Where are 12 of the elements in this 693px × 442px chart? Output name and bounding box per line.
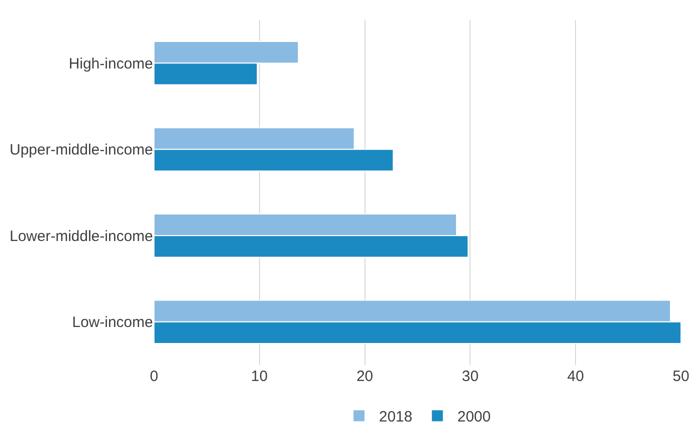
y-tick-label: Lower-middle-income bbox=[10, 228, 153, 245]
x-tick-label: 20 bbox=[356, 368, 374, 385]
y-tick-label: Upper-middle-income bbox=[10, 142, 153, 159]
x-tick-label: 50 bbox=[672, 368, 690, 385]
legend-label: 2000 bbox=[457, 408, 491, 426]
y-tick-label: Low-income bbox=[72, 314, 153, 332]
x-tick-label: 10 bbox=[251, 368, 268, 385]
legend-label: 2018 bbox=[379, 408, 412, 426]
x-tick-label: 30 bbox=[462, 368, 479, 385]
x-tick-label: 0 bbox=[150, 368, 158, 385]
x-tick-label: 40 bbox=[567, 368, 584, 385]
y-tick-label: High-income bbox=[68, 55, 153, 72]
